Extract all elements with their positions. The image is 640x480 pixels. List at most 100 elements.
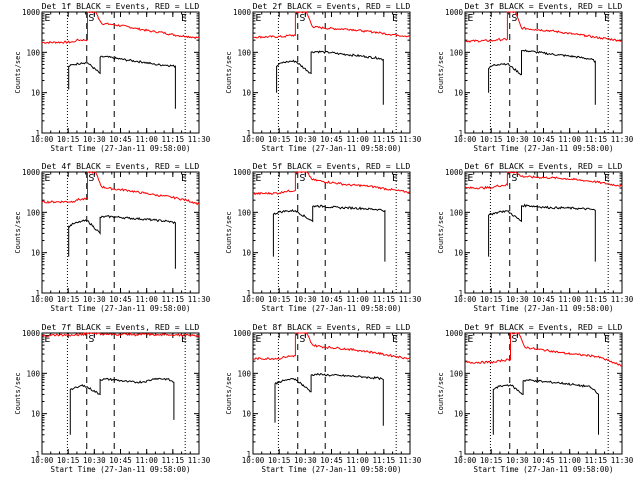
x-tick-label: 11:15	[162, 456, 185, 465]
lld-series-line	[252, 11, 411, 39]
x-tick-label: 10:15	[480, 295, 503, 304]
y-axis-label: Counts/sec	[437, 51, 445, 93]
event-marker-label: E	[181, 334, 187, 345]
chart-panel: Det 4f BLACK = Events, RED = LLD 1 10 100 10…	[14, 161, 211, 313]
x-tick-label: 11:15	[585, 456, 608, 465]
x-tick-label: 11:15	[162, 135, 185, 144]
events-series-line	[488, 203, 596, 262]
chart-title: Det 7f BLACK = Events, RED = LLD	[42, 322, 200, 332]
x-tick-label: 10:45	[320, 135, 343, 144]
plot-frame	[464, 332, 623, 455]
y-tick-label: 100	[26, 208, 40, 217]
event-marker-label: E	[44, 13, 50, 24]
x-tick-label: 11:00	[346, 295, 369, 304]
x-tick-label: 10:30	[294, 135, 317, 144]
x-tick-label: 10:15	[268, 456, 291, 465]
x-tick-label: 10:15	[57, 456, 80, 465]
lld-series-line	[252, 170, 411, 196]
lld-series-line	[42, 11, 200, 45]
event-marker-label: E	[181, 173, 187, 184]
chart-panel: Det 2f BLACK = Events, RED = LLD 1 10 100 10…	[225, 1, 422, 153]
x-tick-label: 11:00	[346, 456, 369, 465]
y-tick-label: 1000	[22, 168, 41, 177]
event-marker-label: S	[299, 173, 305, 184]
y-tick-label: 1000	[233, 329, 252, 338]
chart-panel: Det 7f BLACK = Events, RED = LLD 1 10 100 10…	[14, 322, 211, 474]
x-axis-label: Start Time (27-Jan-11 09:58:00)	[262, 465, 402, 474]
event-marker-label: E	[44, 173, 50, 184]
x-tick-label: 10:00	[31, 295, 54, 304]
y-axis-label: Counts/sec	[437, 211, 445, 253]
x-tick-label: 10:45	[109, 295, 132, 304]
x-tick-label: 11:00	[135, 456, 158, 465]
events-series-line	[276, 50, 384, 105]
x-tick-label: 11:30	[611, 295, 634, 304]
x-tick-label: 11:15	[162, 295, 185, 304]
y-tick-label: 1	[246, 450, 251, 459]
x-tick-label: 10:45	[320, 456, 343, 465]
y-tick-label: 1000	[233, 168, 252, 177]
x-tick-label: 10:15	[480, 135, 503, 144]
event-marker-label: E	[392, 13, 398, 24]
x-tick-label: 10:00	[454, 135, 477, 144]
plot-frame	[41, 332, 200, 455]
x-tick-label: 10:15	[57, 295, 80, 304]
x-tick-label: 10:00	[31, 135, 54, 144]
y-tick-label: 100	[237, 369, 251, 378]
y-tick-label: 1	[246, 289, 251, 298]
chart-title: Det 3f BLACK = Events, RED = LLD	[465, 1, 623, 11]
y-tick-label: 100	[449, 48, 463, 57]
y-tick-label: 1	[246, 129, 251, 138]
event-marker-label: S	[299, 334, 305, 345]
x-tick-label: 10:00	[242, 456, 265, 465]
event-marker-label: E	[255, 173, 261, 184]
y-tick-label: 1	[35, 450, 40, 459]
event-marker-label: S	[299, 13, 305, 24]
y-tick-label: 100	[449, 208, 463, 217]
chart-title: Det 5f BLACK = Events, RED = LLD	[253, 161, 411, 171]
y-tick-label: 1000	[445, 329, 464, 338]
event-marker-label: S	[511, 13, 517, 24]
x-axis-label: Start Time (27-Jan-11 09:58:00)	[262, 304, 402, 313]
x-tick-label: 11:30	[611, 456, 634, 465]
x-tick-label: 11:00	[135, 295, 158, 304]
event-marker-label: E	[467, 13, 473, 24]
x-tick-label: 10:30	[506, 456, 529, 465]
chart-title: Det 6f BLACK = Events, RED = LLD	[465, 161, 623, 171]
y-tick-label: 1000	[22, 8, 41, 17]
x-tick-label: 10:00	[242, 135, 265, 144]
event-marker-label: S	[88, 334, 94, 345]
y-axis-label: Counts/sec	[14, 372, 22, 414]
events-series-line	[272, 204, 386, 262]
x-tick-label: 10:00	[31, 456, 54, 465]
y-tick-label: 1000	[22, 329, 41, 338]
x-tick-label: 10:00	[454, 456, 477, 465]
events-series-line	[68, 215, 176, 269]
x-tick-label: 10:45	[532, 456, 555, 465]
lld-series-line	[252, 332, 411, 361]
x-axis-label: Start Time (27-Jan-11 09:58:00)	[474, 465, 614, 474]
y-axis-label: Counts/sec	[225, 51, 233, 93]
x-tick-label: 10:30	[83, 456, 106, 465]
event-marker-label: E	[255, 13, 261, 24]
x-tick-label: 10:45	[532, 135, 555, 144]
x-tick-label: 10:00	[454, 295, 477, 304]
y-tick-label: 10	[242, 249, 252, 258]
x-tick-label: 11:00	[558, 456, 581, 465]
lld-series-line	[41, 171, 200, 206]
events-series-line	[69, 377, 175, 435]
event-marker-label: E	[467, 334, 473, 345]
y-tick-label: 1000	[445, 8, 464, 17]
y-tick-label: 100	[237, 208, 251, 217]
event-marker-label: E	[255, 334, 261, 345]
x-tick-label: 11:30	[188, 456, 211, 465]
event-marker-label: E	[181, 13, 187, 24]
x-tick-label: 10:15	[480, 456, 503, 465]
y-tick-label: 10	[454, 249, 464, 258]
y-tick-label: 100	[26, 48, 40, 57]
y-tick-label: 10	[31, 249, 41, 258]
y-tick-label: 10	[31, 89, 41, 98]
y-tick-label: 10	[242, 410, 252, 419]
chart-panel: Det 8f BLACK = Events, RED = LLD 1 10 100 10…	[225, 322, 422, 474]
y-axis-label: Counts/sec	[14, 211, 22, 253]
